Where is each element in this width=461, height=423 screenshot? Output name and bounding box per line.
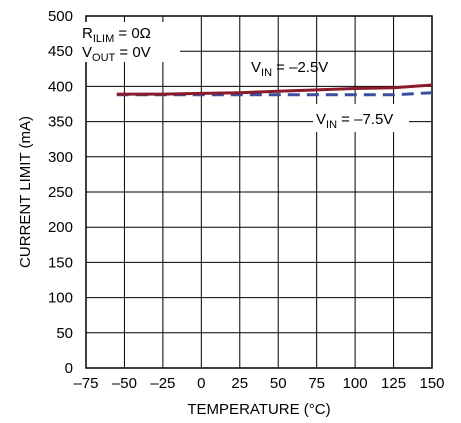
x-tick-label: –50: [112, 375, 137, 392]
series-line-vin-2-5: [116, 83, 433, 96]
condition-label-background: [80, 22, 180, 62]
y-tick-label: 250: [48, 184, 73, 201]
condition-vout: VOUT = 0V: [82, 44, 151, 64]
condition-rilim: RILIM = 0Ω: [82, 25, 151, 45]
x-tick-label: –75: [73, 375, 98, 392]
y-tick-label: 150: [48, 254, 73, 271]
y-tick-label: 50: [56, 325, 73, 342]
x-tick-label: 0: [197, 375, 205, 392]
y-tick-label: 200: [48, 219, 73, 236]
y-tick-label: 500: [48, 8, 73, 25]
plot-frame: [85, 15, 433, 369]
x-tick-label: –25: [150, 375, 175, 392]
y-tick-label: 0: [65, 360, 73, 377]
y-tick-label: 100: [48, 290, 73, 307]
y-tick-label: 400: [48, 78, 73, 95]
x-tick-label: 125: [381, 375, 406, 392]
x-tick-label: 50: [270, 375, 287, 392]
series-layer: [116, 83, 433, 97]
grid-lines: [86, 16, 432, 368]
x-axis-title: TEMPERATURE (°C): [187, 401, 330, 418]
x-tick-label: 25: [231, 375, 248, 392]
x-tick-label: 100: [343, 375, 368, 392]
y-tick-label: 300: [48, 149, 73, 166]
tick-labels: –75 –50 –25 0 25 50 75 100 125 150 0 50 100 150 200 250…: [48, 8, 445, 392]
vin-7-5-label-background: [313, 104, 409, 132]
series-label-vin-7-5: VIN = –7.5V: [316, 111, 393, 131]
y-tick-label: 450: [48, 43, 73, 60]
x-tick-label: 75: [308, 375, 325, 392]
x-tick-label: 150: [419, 375, 444, 392]
y-axis-title: CURRENT LIMIT (mA): [17, 116, 34, 268]
y-tick-label: 350: [48, 114, 73, 131]
series-label-vin-2-5: VIN = –2.5V: [251, 59, 328, 79]
